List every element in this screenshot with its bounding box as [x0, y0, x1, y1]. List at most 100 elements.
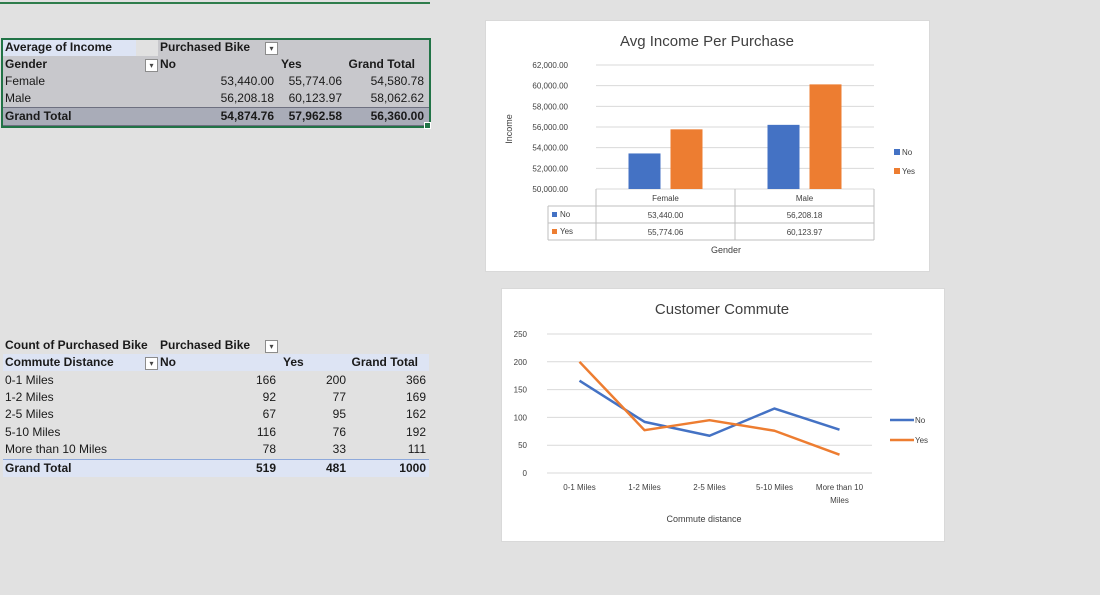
x-tick-label: 0-1 Miles [563, 483, 595, 492]
y-tick-label: 100 [514, 413, 528, 422]
pivot-column-field: Purchased Bike [160, 338, 251, 352]
legend-label: No [902, 148, 913, 157]
selected-cell-edge [0, 2, 430, 4]
series-line-no[interactable] [578, 379, 840, 437]
chart-title: Customer Commute [655, 301, 789, 318]
selection-range [1, 38, 431, 128]
y-tick-label: 50,000.00 [532, 185, 568, 194]
data-table-key [552, 212, 557, 217]
data-table-value: 60,123.97 [787, 228, 823, 237]
y-tick-label: 150 [514, 386, 528, 395]
y-tick-label: 62,000.00 [532, 61, 568, 70]
pivot-row-1-2-miles[interactable]: 1-2 Miles 92 77 169 [3, 389, 429, 406]
line-chart-canvas: Customer Commute Commute distance 250 200… [514, 301, 928, 524]
data-table-series-label: No [560, 210, 571, 219]
value-yes: 95 [332, 407, 346, 421]
data-table-value: 53,440.00 [648, 211, 684, 220]
data-table-series-label: Yes [560, 227, 573, 236]
legend-key [894, 168, 900, 174]
value-yes: 76 [332, 425, 346, 439]
y-tick-label: 52,000.00 [532, 164, 568, 173]
data-table-key [552, 229, 557, 234]
pivot-column-field: Purchased Bike [158, 39, 431, 56]
legend-key [894, 149, 900, 155]
row-label: Grand Total [5, 461, 72, 475]
value-yes: 57,962.58 [288, 109, 342, 123]
row-label: Female [5, 74, 46, 88]
pivot-row-field: Gender [5, 57, 48, 71]
row-label: Grand Total [5, 109, 72, 123]
data-table-value: 56,208.18 [787, 211, 823, 220]
row-label: Male [5, 91, 32, 105]
y-tick-label: 58,000.00 [532, 102, 568, 111]
pivot-grand-total-row[interactable]: Grand Total 54,874.76 57,962.58 56,360.0… [3, 107, 429, 126]
x-axis-label: Gender [711, 245, 741, 255]
y-tick-label: 200 [514, 358, 528, 367]
pivot-row-0-1-miles[interactable]: 0-1 Miles 166 200 366 [3, 372, 429, 389]
pivot-row-field: Commute Distance [5, 355, 114, 369]
value-no: 67 [262, 407, 276, 421]
pivot-row-5-10-miles[interactable]: 5-10 Miles 116 76 192 [3, 424, 429, 441]
chart-title: Avg Income Per Purchase [620, 33, 794, 50]
bar-chart-canvas: Avg Income Per Purchase Income Gender 62… [504, 33, 915, 255]
line-chart-customer-commute[interactable]: Customer Commute Commute distance 250 200… [501, 288, 945, 542]
legend-label: Yes [915, 436, 928, 445]
row-label: 0-1 Miles [5, 373, 54, 387]
pivot-row-male[interactable]: Male 56,208.18 60,123.97 58,062.62 [3, 90, 429, 107]
x-tick-label: 5-10 Miles [756, 483, 793, 492]
col-header-yes: Yes [281, 57, 302, 71]
x-tick-label: Miles [830, 496, 849, 505]
bar-chart-avg-income[interactable]: Avg Income Per Purchase Income Gender 62… [485, 20, 930, 272]
series-line-yes[interactable] [578, 360, 840, 456]
value-no: 519 [255, 461, 276, 475]
y-tick-label: 250 [514, 330, 528, 339]
pivot-table-income[interactable]: Average of Income Purchased Bike ▾ Gende… [3, 39, 431, 126]
pivot-row-more-than-10-miles[interactable]: More than 10 Miles 78 33 111 [3, 441, 429, 458]
bar-yes-male[interactable] [809, 84, 842, 189]
value-no: 116 [256, 425, 276, 439]
fill-handle[interactable] [424, 122, 431, 129]
category-label: Female [652, 194, 679, 203]
y-tick-label: 50 [518, 441, 527, 450]
row-filter-dropdown[interactable]: ▾ [145, 357, 158, 370]
value-yes: 481 [325, 461, 346, 475]
value-no: 92 [262, 390, 276, 404]
row-label: More than 10 Miles [5, 442, 108, 456]
row-label: 2-5 Miles [5, 407, 54, 421]
col-header-no: No [160, 57, 176, 71]
y-tick-label: 56,000.00 [532, 123, 568, 132]
category-label: Male [796, 194, 814, 203]
row-filter-dropdown[interactable]: ▾ [145, 59, 158, 72]
value-grand-total: 366 [405, 373, 426, 387]
x-tick-label: 2-5 Miles [693, 483, 725, 492]
value-grand-total: 1000 [399, 461, 426, 475]
pivot-row-female[interactable]: Female 53,440.00 55,774.06 54,580.78 [3, 73, 429, 90]
value-yes: 33 [332, 442, 346, 456]
value-no: 166 [255, 373, 276, 387]
col-header-grand-total: Grand Total [348, 57, 415, 71]
value-no: 54,874.76 [220, 109, 274, 123]
bar-no-female[interactable] [628, 153, 661, 189]
data-table-value: 55,774.06 [648, 228, 684, 237]
row-label: 1-2 Miles [5, 390, 54, 404]
legend-label: No [915, 416, 926, 425]
value-no: 53,440.00 [220, 74, 274, 88]
pivot-corner-label: Average of Income [3, 39, 136, 56]
column-filter-dropdown[interactable]: ▾ [265, 340, 278, 353]
bar-yes-female[interactable] [670, 129, 703, 189]
value-yes: 200 [325, 373, 346, 387]
pivot-table-commute[interactable]: Count of Purchased Bike Purchased Bike ▾… [3, 337, 429, 477]
pivot-row-2-5-miles[interactable]: 2-5 Miles 67 95 162 [3, 406, 429, 423]
legend-label: Yes [902, 167, 915, 176]
bar-no-male[interactable] [767, 124, 800, 189]
row-label: 5-10 Miles [5, 425, 61, 439]
y-tick-label: 60,000.00 [532, 82, 568, 91]
pivot-grand-total-row[interactable]: Grand Total 519 481 1000 [3, 459, 429, 477]
value-grand-total: 162 [405, 407, 426, 421]
column-filter-dropdown[interactable]: ▾ [265, 42, 278, 55]
value-yes: 60,123.97 [288, 91, 342, 105]
x-tick-label: 1-2 Miles [628, 483, 660, 492]
x-axis-label: Commute distance [666, 514, 741, 524]
col-header-grand-total: Grand Total [351, 355, 418, 369]
x-tick-label: More than 10 [816, 483, 864, 492]
